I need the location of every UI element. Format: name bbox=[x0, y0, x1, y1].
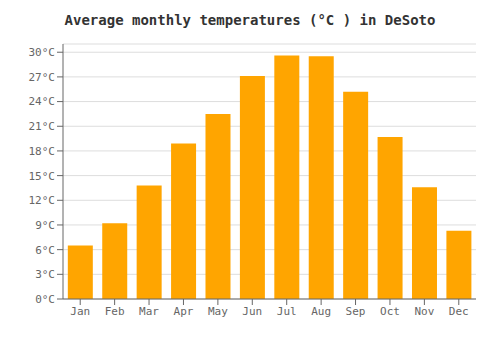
svg-text:May: May bbox=[208, 305, 228, 318]
svg-text:Feb: Feb bbox=[105, 305, 125, 318]
svg-text:0°C: 0°C bbox=[35, 293, 55, 306]
svg-text:Oct: Oct bbox=[380, 305, 400, 318]
svg-text:15°C: 15°C bbox=[29, 170, 56, 183]
svg-text:Apr: Apr bbox=[174, 305, 194, 318]
svg-text:27°C: 27°C bbox=[29, 71, 56, 84]
svg-text:9°C: 9°C bbox=[35, 219, 55, 232]
svg-text:21°C: 21°C bbox=[29, 120, 56, 133]
svg-text:Sep: Sep bbox=[346, 305, 366, 318]
svg-text:18°C: 18°C bbox=[29, 145, 56, 158]
html-text:Average monthly temperatures (: Average monthly temperatures (°C ) in De… bbox=[64, 12, 436, 28]
svg-text:3°C: 3°C bbox=[35, 268, 55, 281]
svg-text:6°C: 6°C bbox=[35, 244, 55, 257]
svg-text:Jan: Jan bbox=[70, 305, 90, 318]
svg-text:24°C: 24°C bbox=[29, 95, 56, 108]
svg-text:12°C: 12°C bbox=[29, 194, 56, 207]
svg-text:Jun: Jun bbox=[242, 305, 262, 318]
svg-text:Mar: Mar bbox=[139, 305, 159, 318]
svg-text:Jul: Jul bbox=[277, 305, 297, 318]
svg-text:Nov: Nov bbox=[414, 305, 434, 318]
svg-text:30°C: 30°C bbox=[29, 46, 56, 59]
svg-text:Dec: Dec bbox=[449, 305, 469, 318]
svg-text:Aug: Aug bbox=[311, 305, 331, 318]
